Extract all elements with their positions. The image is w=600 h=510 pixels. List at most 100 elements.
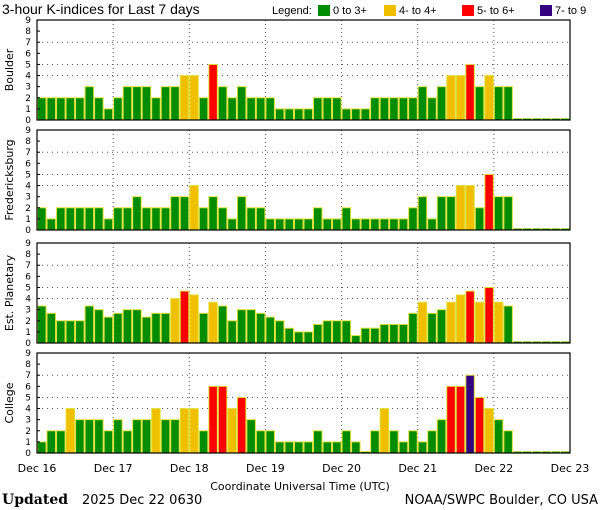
bar xyxy=(465,374,475,454)
bar xyxy=(284,218,294,231)
bar xyxy=(46,430,57,454)
bar xyxy=(474,396,485,454)
bar xyxy=(322,441,333,454)
bar xyxy=(227,97,237,121)
y-tick-label: 8 xyxy=(25,360,31,370)
bar xyxy=(417,441,428,454)
bar xyxy=(113,97,123,121)
bar xyxy=(446,301,456,344)
bar xyxy=(503,196,513,231)
bar xyxy=(427,430,437,454)
bar xyxy=(65,408,76,454)
bar xyxy=(141,316,152,344)
y-tick-label: 1 xyxy=(25,328,31,338)
panel-frame xyxy=(36,19,571,121)
bar xyxy=(379,408,390,454)
bar xyxy=(246,207,256,231)
x-axis-label: Coordinate Universal Time (UTC) xyxy=(210,480,390,493)
bar xyxy=(46,97,57,121)
bar xyxy=(389,97,399,121)
bar xyxy=(313,207,323,231)
bar xyxy=(332,320,342,344)
bar xyxy=(151,207,161,231)
bar xyxy=(322,218,333,231)
bar xyxy=(113,207,123,231)
bar xyxy=(446,196,456,231)
bar xyxy=(370,327,380,344)
bar xyxy=(370,430,380,454)
bar xyxy=(341,430,352,454)
bar xyxy=(274,320,285,344)
bar xyxy=(303,108,314,121)
bar xyxy=(322,97,333,121)
bar xyxy=(255,430,266,454)
y-tick-label: 1 xyxy=(25,215,31,225)
bar xyxy=(398,218,409,231)
bar xyxy=(94,309,104,344)
y-tick-label: 0 xyxy=(25,449,31,459)
bar xyxy=(313,430,323,454)
bar xyxy=(122,309,133,344)
y-tick-label: 1 xyxy=(25,438,31,448)
bar xyxy=(56,430,66,454)
legend-swatch xyxy=(462,5,474,16)
x-tick-label: Dec 16 xyxy=(18,462,57,475)
bar xyxy=(236,396,247,454)
bar xyxy=(122,207,133,231)
bar xyxy=(389,430,399,454)
bar xyxy=(265,430,275,454)
y-tick-label: 7 xyxy=(25,38,31,48)
bar xyxy=(503,86,513,121)
legend-label: Legend: xyxy=(272,5,312,17)
bar xyxy=(84,305,95,344)
bar xyxy=(503,430,513,454)
bar xyxy=(455,185,466,231)
bar xyxy=(227,218,237,231)
bar xyxy=(379,218,390,231)
bar xyxy=(75,97,85,121)
y-tick-label: 6 xyxy=(25,49,31,59)
bar xyxy=(208,301,218,344)
y-axis-label: Est. Planetary xyxy=(3,254,16,331)
bar xyxy=(113,419,123,454)
bar xyxy=(303,441,314,454)
y-tick-label: 4 xyxy=(25,295,31,305)
bar xyxy=(341,108,352,121)
bar xyxy=(274,441,285,454)
bar xyxy=(351,218,361,231)
bar xyxy=(284,108,294,121)
y-tick-label: 9 xyxy=(25,16,31,26)
bar xyxy=(103,316,114,344)
bar xyxy=(474,301,485,344)
y-axis-label: College xyxy=(3,382,16,423)
bar xyxy=(255,207,266,231)
legend-swatch xyxy=(384,5,396,16)
y-tick-label: 9 xyxy=(25,239,31,249)
bar xyxy=(141,419,152,454)
x-tick-label: Dec 20 xyxy=(322,462,361,475)
bar xyxy=(246,97,256,121)
bar xyxy=(189,185,199,231)
bar xyxy=(341,207,352,231)
bar xyxy=(389,218,399,231)
y-tick-label: 3 xyxy=(25,193,31,203)
bar xyxy=(436,196,447,231)
y-tick-label: 7 xyxy=(25,371,31,381)
y-tick-label: 8 xyxy=(25,27,31,37)
bar xyxy=(465,63,475,121)
bar xyxy=(122,86,133,121)
bar xyxy=(198,207,209,231)
bar xyxy=(503,305,513,344)
x-tick-label: Dec 21 xyxy=(398,462,437,475)
bar xyxy=(170,86,180,121)
x-tick-labels: Dec 16 Dec 17 Dec 18 Dec 19 Dec 20 Dec 21 Dec … xyxy=(18,462,590,475)
bar xyxy=(484,286,494,344)
y-tick-label: 2 xyxy=(25,204,31,214)
y-tick-label: 1 xyxy=(25,105,31,115)
bar xyxy=(474,207,485,231)
bar xyxy=(141,207,152,231)
y-tick-label: 9 xyxy=(25,126,31,136)
